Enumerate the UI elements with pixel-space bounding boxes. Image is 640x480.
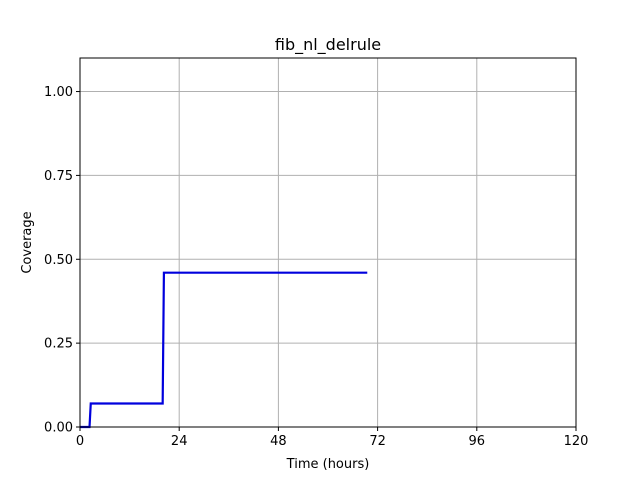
y-axis-label: Coverage <box>20 211 35 273</box>
y-tick-label: 0.75 <box>44 169 73 184</box>
x-axis-label: Time (hours) <box>286 457 370 472</box>
x-tick-label: 0 <box>76 434 84 449</box>
y-tick-label: 0.25 <box>44 337 73 352</box>
chart-title: fib_nl_delrule <box>275 35 381 55</box>
plot-area-frame <box>79 57 577 428</box>
x-axis-ticks: 0 24 48 72 96 120 <box>76 427 589 449</box>
x-tick-label: 96 <box>469 434 486 449</box>
x-tick-label: 72 <box>369 434 386 449</box>
y-tick-label: 0.00 <box>44 421 73 436</box>
y-tick-label: 1.00 <box>44 85 73 100</box>
x-tick-label: 24 <box>171 434 188 449</box>
y-axis-ticks: 0.00 0.25 0.50 0.75 1.00 <box>44 85 80 436</box>
y-tick-label: 0.50 <box>44 253 73 268</box>
x-tick-label: 48 <box>270 434 287 449</box>
x-tick-label: 120 <box>564 434 589 449</box>
